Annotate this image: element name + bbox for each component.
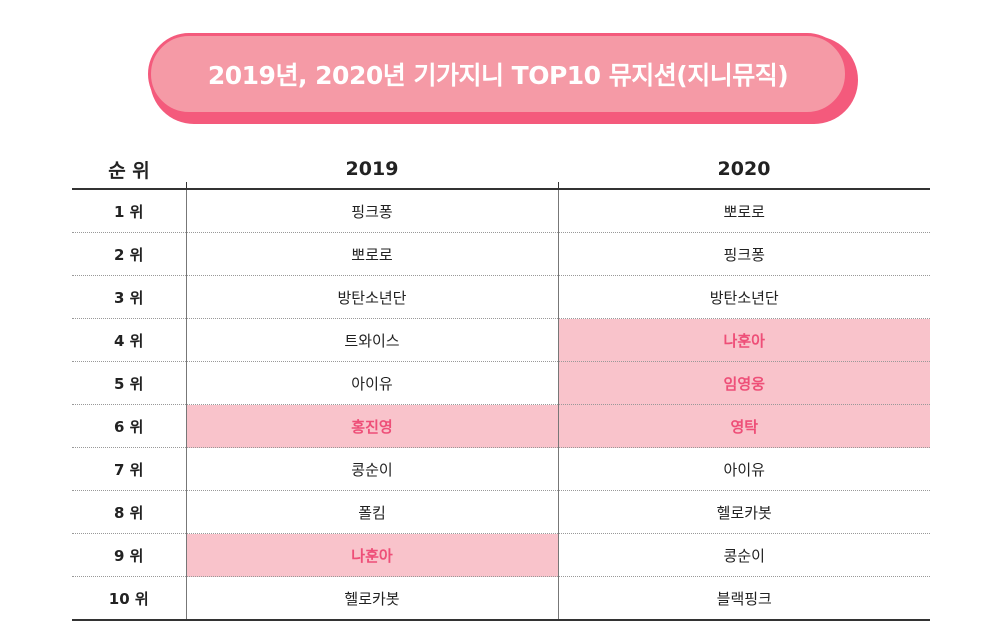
table-row: 1 위 핑크퐁 뽀로로 [72, 189, 930, 233]
title-banner: 2019년, 2020년 기가지니 TOP10 뮤지션(지니뮤직) [148, 33, 848, 115]
artist-2020-cell: 방탄소년단 [557, 275, 930, 319]
artist-2019-cell: 나훈아 [185, 533, 558, 577]
table-row: 9 위 나훈아 콩순이 [72, 533, 930, 577]
artist-2020-cell: 영탁 [557, 404, 930, 448]
header-2019: 2019 [186, 150, 558, 190]
artist-2019-cell: 방탄소년단 [185, 275, 558, 319]
artist-2019-cell: 콩순이 [185, 447, 558, 491]
artist-2020-cell: 핑크퐁 [557, 232, 930, 276]
rank-cell: 10 위 [72, 576, 186, 621]
rank-cell: 5 위 [72, 361, 186, 405]
artist-2020-cell: 헬로카봇 [557, 490, 930, 534]
table-header-row: 순 위 2019 2020 [72, 150, 930, 190]
table-row: 4 위 트와이스 나훈아 [72, 318, 930, 362]
table-row: 3 위 방탄소년단 방탄소년단 [72, 275, 930, 319]
artist-2020-cell: 블랙핑크 [557, 576, 930, 621]
artist-2019-cell: 핑크퐁 [185, 189, 558, 233]
ranking-table: 순 위 2019 2020 1 위 핑크퐁 뽀로로 2 위 뽀로로 핑크퐁 3 위 방탄소년단… [72, 150, 930, 621]
table-row: 6 위 홍진영 영탁 [72, 404, 930, 448]
rank-cell: 8 위 [72, 490, 186, 534]
artist-2020-cell: 나훈아 [557, 318, 930, 362]
artist-2020-cell: 뽀로로 [557, 189, 930, 233]
artist-2019-cell: 폴킴 [185, 490, 558, 534]
rank-cell: 3 위 [72, 275, 186, 319]
table-row: 8 위 폴킴 헬로카봇 [72, 490, 930, 534]
artist-2019-cell: 아이유 [185, 361, 558, 405]
header-2020: 2020 [558, 150, 930, 190]
artist-2020-cell: 아이유 [557, 447, 930, 491]
artist-2019-cell: 홍진영 [185, 404, 558, 448]
rank-cell: 7 위 [72, 447, 186, 491]
rank-cell: 1 위 [72, 189, 186, 233]
table-row: 7 위 콩순이 아이유 [72, 447, 930, 491]
rank-cell: 4 위 [72, 318, 186, 362]
header-rank: 순 위 [72, 150, 186, 190]
artist-2019-cell: 트와이스 [185, 318, 558, 362]
rank-cell: 9 위 [72, 533, 186, 577]
page-title: 2019년, 2020년 기가지니 TOP10 뮤지션(지니뮤직) [207, 61, 789, 90]
artist-2020-cell: 임영웅 [557, 361, 930, 405]
table-row: 5 위 아이유 임영웅 [72, 361, 930, 405]
table-row: 10 위 헬로카봇 블랙핑크 [72, 576, 930, 621]
artist-2019-cell: 뽀로로 [185, 232, 558, 276]
artist-2020-cell: 콩순이 [557, 533, 930, 577]
rank-cell: 6 위 [72, 404, 186, 448]
artist-2019-cell: 헬로카봇 [185, 576, 558, 621]
table-row: 2 위 뽀로로 핑크퐁 [72, 232, 930, 276]
rank-cell: 2 위 [72, 232, 186, 276]
